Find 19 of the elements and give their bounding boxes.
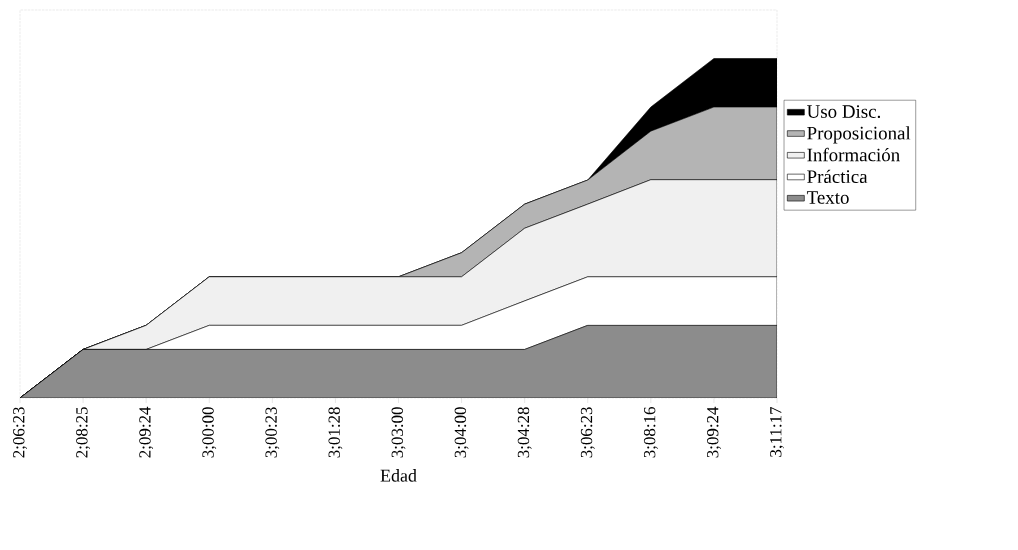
x-tick-label: 2;09:24	[139, 406, 154, 458]
legend-label: Proposicional	[807, 126, 911, 144]
x-tick-label: 3;04:00	[454, 407, 469, 458]
x-tick-label: 3;00:23	[265, 407, 280, 458]
x-tick-label: 3;08:16	[643, 407, 658, 458]
x-tick-label: 2;08:25	[76, 407, 91, 458]
x-tick-label: 3;00:00	[202, 407, 217, 458]
x-tick-label: 3;09:24	[706, 406, 721, 458]
x-tick-label: 2;06:23	[13, 407, 27, 458]
legend-label: Texto	[806, 191, 849, 204]
x-tick-label: 3;06:23	[580, 407, 595, 458]
x-tick-label: 3;01:28	[328, 407, 343, 458]
legend-label: Información	[807, 147, 900, 162]
legend-label: Práctica	[807, 169, 868, 183]
x-tick-label: 3;03:00	[391, 407, 406, 458]
x-tick-label: 3;11:17	[770, 407, 784, 457]
legend-label: Uso Disc.	[807, 105, 881, 118]
x-axis-title: Edad	[380, 469, 417, 482]
x-tick-label: 3;04:28	[517, 407, 532, 458]
